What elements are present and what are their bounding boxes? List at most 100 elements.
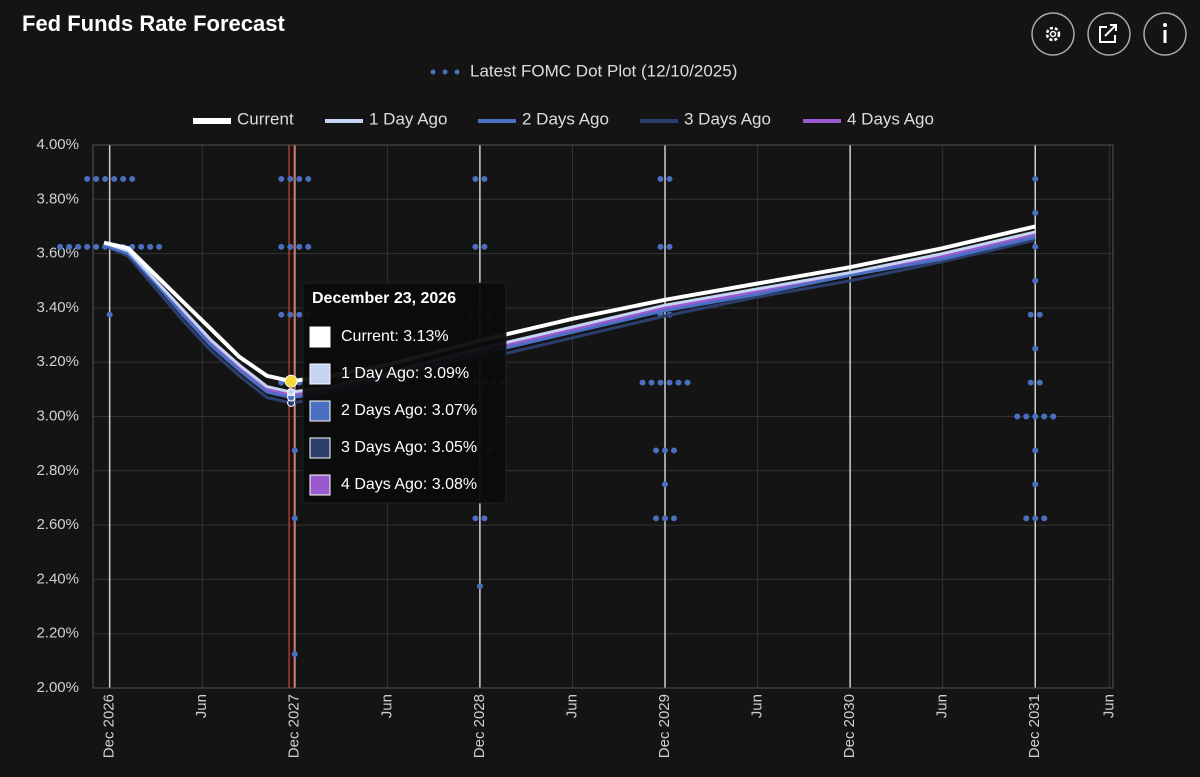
legend-item: 1 Day Ago [325,109,447,128]
legend-swatch [454,69,460,75]
hover-marker [284,374,298,388]
fomc-dot [120,175,127,182]
fomc-dot [111,175,118,182]
series-line [103,235,1036,399]
legend-item: 2 Days Ago [478,109,609,128]
tooltip-item: 3 Days Ago: 3.05% [341,439,477,456]
fomc-dot [481,515,488,522]
fomc-dot [287,243,294,250]
fomc-dot [1032,209,1039,216]
fomc-dot [84,243,91,250]
fomc-dot [1027,379,1034,386]
fomc-dot [147,243,154,250]
tooltip-title: December 23, 2026 [312,290,456,307]
y-tick-label: 2.60% [36,516,79,533]
fomc-dot [84,175,91,182]
fomc-dot [472,175,479,182]
fomc-dot [653,447,660,454]
fomc-dot [1027,311,1034,318]
legend-item: Current [193,109,294,128]
x-tick-label: Dec 2026 [101,694,118,758]
fomc-dot [66,243,73,250]
fomc-dot [639,379,646,386]
fomc-dot [1032,481,1039,488]
fomc-dot [296,243,303,250]
fomc-dot [156,243,163,250]
fomc-dot [305,175,312,182]
series-line [103,224,1036,384]
tooltip-item: 2 Days Ago: 3.07% [341,402,477,419]
fomc-dot [291,447,298,454]
fomc-dot [102,175,109,182]
tooltip-item: Current: 3.13% [341,328,449,345]
fomc-dot [662,481,669,488]
fomc-dot [476,583,483,590]
x-tick-label: Dec 2028 [471,694,488,758]
x-tick-label: Jun [193,694,210,718]
legend-item: 3 Days Ago [640,109,771,128]
tooltip-swatch [309,474,331,496]
fomc-dot [1032,413,1039,420]
x-tick-label: Jun [934,694,951,718]
y-tick-label: 3.40% [36,299,79,316]
fomc-dot [129,175,136,182]
hover-marker [287,388,296,397]
legend-label: 1 Day Ago [369,109,447,128]
fomc-dot [1032,515,1039,522]
fomc-dot [657,175,664,182]
fomc-dot [93,243,100,250]
legend-label: 2 Days Ago [522,109,609,128]
legend-item: Latest FOMC Dot Plot (12/10/2025) [430,61,737,80]
fomc-dot [684,379,691,386]
fomc-dot [472,243,479,250]
settings-button[interactable] [1031,12,1075,56]
tooltip-swatch [309,363,331,385]
fomc-dot [1023,515,1030,522]
tooltip-swatch [309,326,331,348]
tooltip-item: 1 Day Ago: 3.09% [341,365,469,382]
fomc-dot [662,447,669,454]
fomc-dot [278,243,285,250]
info-button[interactable] [1143,12,1187,56]
x-tick-label: Jun [378,694,395,718]
fomc-dot [296,311,303,318]
legend-item: 4 Days Ago [803,109,934,128]
x-tick-label: Dec 2030 [841,694,858,758]
fomc-dot [662,515,669,522]
fomc-dot [278,175,285,182]
fomc-dot [1032,277,1039,284]
tooltip-box [302,282,507,504]
fomc-dot [481,175,488,182]
y-tick-label: 4.00% [36,136,79,153]
fomc-dot [1014,413,1021,420]
open-external-button[interactable] [1087,12,1131,56]
y-tick-label: 2.40% [36,570,79,587]
fomc-dot [1032,175,1039,182]
fomc-dot [1023,413,1030,420]
fomc-dot [291,651,298,658]
fomc-dot [666,379,673,386]
fomc-dot [666,175,673,182]
x-tick-label: Dec 2031 [1026,694,1043,758]
y-tick-label: 3.80% [36,190,79,207]
tooltip: December 23, 2026 Current: 3.13% 1 Day Ago… [302,282,507,504]
fomc-dot [657,243,664,250]
fomc-dot [472,515,479,522]
tooltip-item: 4 Days Ago: 3.08% [341,476,477,493]
x-tick-label: Dec 2029 [656,694,673,758]
fomc-dot [296,175,303,182]
fomc-dot [278,311,285,318]
fomc-dot [657,379,664,386]
y-tick-label: 2.00% [36,679,79,696]
fomc-dot [75,243,82,250]
fomc-dot [138,243,145,250]
y-tick-label: 3.00% [36,407,79,424]
legend-label: 3 Days Ago [684,109,771,128]
fomc-dot [291,515,298,522]
plot-border [92,144,1114,689]
fomc-dot [287,311,294,318]
fomc-dot [1041,515,1048,522]
fomc-dot [1032,345,1039,352]
tooltip-swatch [309,400,331,422]
